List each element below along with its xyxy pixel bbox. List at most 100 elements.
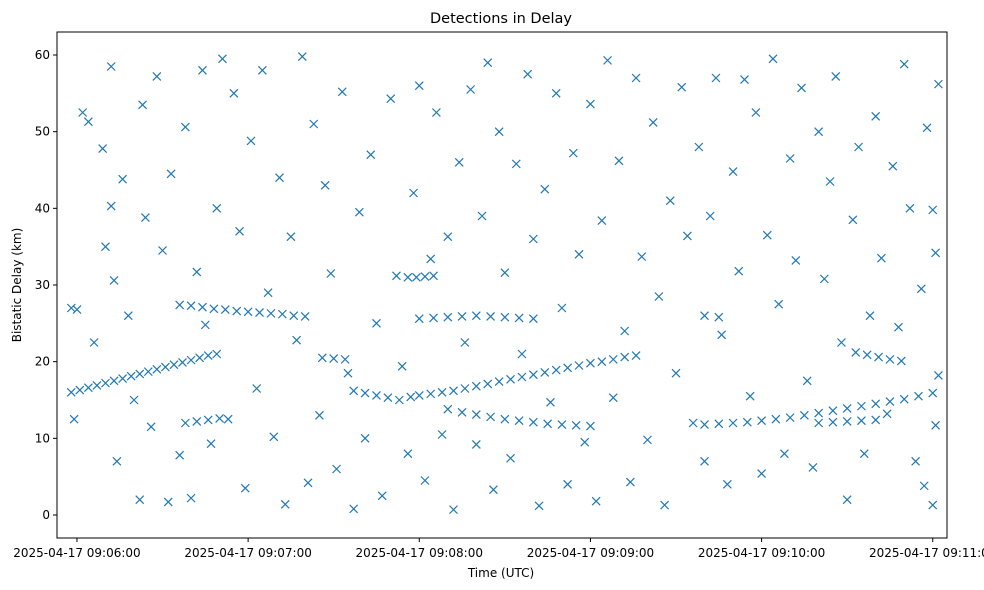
data-point-marker	[825, 177, 835, 186]
data-point-marker	[340, 354, 350, 364]
data-point-marker	[528, 370, 538, 380]
data-point-marker	[500, 414, 510, 424]
data-point-marker	[580, 437, 590, 447]
x-tick-label: 2025-04-17 09:11:00	[869, 546, 984, 560]
data-point-marker	[856, 416, 866, 426]
data-point-marker	[349, 386, 359, 396]
data-point-marker	[740, 75, 749, 84]
data-point-marker	[178, 358, 187, 367]
data-point-marker	[506, 453, 515, 463]
data-point-marker	[665, 196, 675, 206]
data-point-marker	[471, 440, 481, 449]
data-point-marker	[75, 385, 85, 395]
data-point-marker	[101, 242, 110, 252]
data-point-marker	[574, 361, 584, 370]
data-point-marker	[882, 409, 892, 419]
data-point-marker	[449, 386, 458, 396]
data-point-marker	[483, 379, 493, 389]
data-point-marker	[660, 500, 670, 510]
data-point-marker	[477, 211, 487, 221]
data-point-marker	[677, 82, 687, 92]
data-point-marker	[705, 211, 715, 221]
data-point-marker	[192, 267, 202, 277]
data-point-marker	[896, 356, 906, 366]
data-point-marker	[486, 312, 496, 321]
data-point-marker	[494, 127, 504, 137]
data-point-marker	[72, 305, 82, 314]
data-point-marker	[762, 230, 772, 240]
data-point-marker	[297, 52, 307, 61]
data-point-marker	[146, 422, 156, 432]
data-point-marker	[523, 69, 533, 79]
data-point-marker	[586, 421, 595, 431]
data-point-marker	[911, 456, 921, 466]
data-point-marker	[169, 360, 179, 370]
data-point-marker	[471, 311, 481, 321]
data-point-marker	[420, 476, 430, 485]
data-point-marker	[372, 390, 381, 400]
data-point-marker	[186, 301, 196, 311]
data-point-marker	[460, 384, 470, 393]
plot-frame	[56, 31, 948, 539]
x-tick-label: 2025-04-17 09:06:00	[13, 546, 140, 560]
data-point-marker	[320, 180, 330, 190]
data-point-marker	[637, 252, 647, 262]
x-tick-label: 2025-04-17 09:09:00	[527, 546, 654, 560]
data-point-marker	[426, 389, 436, 399]
y-axis-title: Bistatic Delay (km)	[10, 228, 24, 343]
data-point-marker	[682, 231, 692, 241]
y-tick-label: 0	[42, 508, 50, 522]
data-point-marker	[517, 349, 527, 359]
data-point-marker	[842, 417, 852, 426]
data-point-marker	[289, 311, 299, 321]
data-point-marker	[83, 383, 93, 393]
data-point-marker	[203, 415, 213, 425]
data-point-marker	[397, 361, 407, 371]
data-point-marker	[426, 254, 436, 264]
data-point-marker	[129, 395, 139, 405]
data-point-marker	[928, 388, 938, 398]
data-point-marker	[414, 81, 424, 91]
data-point-marker	[209, 304, 219, 314]
data-point-marker	[757, 416, 767, 426]
data-point-marker	[300, 312, 310, 321]
data-point-marker	[160, 362, 170, 372]
data-point-marker	[711, 73, 721, 83]
x-tick-label: 2025-04-17 09:08:00	[356, 546, 483, 560]
data-point-marker	[366, 150, 376, 160]
data-point-marker	[797, 83, 806, 93]
data-point-marker	[494, 377, 504, 387]
data-point-marker	[694, 142, 704, 152]
data-point-marker	[574, 249, 584, 259]
data-point-marker	[489, 485, 498, 495]
data-point-marker	[871, 415, 881, 425]
data-point-marker	[195, 353, 205, 363]
data-point-marker	[802, 376, 812, 386]
data-point-marker	[614, 156, 624, 166]
data-point-marker	[856, 401, 866, 411]
data-point-marker	[528, 314, 538, 324]
y-tick-label: 60	[35, 48, 50, 62]
y-tick-label: 10	[35, 431, 50, 445]
data-point-marker	[143, 367, 153, 377]
data-point-marker	[528, 417, 538, 427]
data-point-marker	[360, 433, 370, 443]
data-point-marker	[597, 357, 607, 367]
data-point-marker	[158, 246, 167, 255]
data-point-marker	[223, 414, 233, 424]
data-point-marker	[66, 387, 76, 397]
data-point-marker	[403, 272, 413, 282]
data-point-marker	[429, 313, 438, 323]
data-point-marker	[928, 500, 938, 510]
data-point-marker	[500, 268, 510, 278]
data-point-marker	[78, 108, 88, 117]
data-point-marker	[514, 416, 524, 426]
chart-title: Detections in Delay	[430, 11, 572, 27]
data-point-marker	[865, 311, 875, 321]
data-point-marker	[286, 232, 296, 242]
data-point-marker	[557, 303, 567, 313]
data-point-marker	[186, 355, 196, 365]
data-point-marker	[563, 363, 573, 373]
data-point-marker	[603, 55, 612, 65]
